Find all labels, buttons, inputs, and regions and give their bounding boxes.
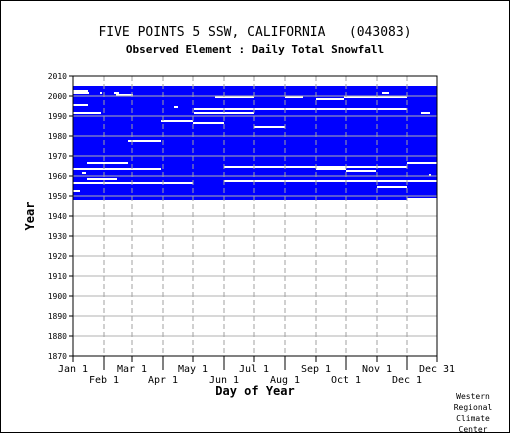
missing-data-segment: [316, 98, 344, 100]
x-tick-label: Oct 1: [331, 375, 361, 386]
y-tick-label: 1950: [48, 192, 67, 201]
missing-data-segment: [377, 186, 407, 188]
y-tick-label: 1870: [48, 352, 67, 361]
x-tick-label: Feb 1: [89, 375, 119, 386]
missing-data-segment: [128, 140, 161, 142]
missing-data-segment: [87, 162, 128, 164]
x-tick-label: Apr 1: [148, 375, 178, 386]
y-tick-label: 1900: [48, 292, 67, 301]
missing-data-segment: [346, 170, 376, 172]
credit-line: Climate: [456, 414, 490, 423]
missing-data-segment: [407, 162, 437, 164]
missing-data-segment: [429, 174, 431, 176]
credit-line: Western: [456, 392, 490, 401]
missing-data-segment: [421, 112, 430, 114]
x-tick-label: May 1: [178, 364, 208, 375]
y-tick-label: 1910: [48, 272, 67, 281]
y-tick-label: 2000: [48, 92, 67, 101]
y-tick-label: 1880: [48, 332, 67, 341]
missing-data-segment: [73, 104, 88, 106]
y-axis-label: Year: [23, 202, 37, 231]
missing-data-segment: [194, 108, 407, 110]
y-tick-label: 1920: [48, 252, 67, 261]
x-axis-ticks: Jan 1 Mar 1 May 1 Jul 1 Sep 1 Nov 1 Dec 31 Feb …: [58, 356, 455, 386]
x-tick-label: Jun 1: [209, 375, 239, 386]
missing-data-segment: [73, 190, 80, 192]
x-tick-label: Dec 1: [392, 375, 422, 386]
x-axis-label: Day of Year: [215, 384, 294, 398]
y-tick-label: 1930: [48, 232, 67, 241]
x-tick-label: Jul 1: [239, 364, 269, 375]
missing-data-segment: [285, 96, 303, 98]
missing-data-segment: [161, 120, 193, 122]
x-tick-label: Nov 1: [362, 364, 392, 375]
missing-data-segment: [73, 168, 161, 170]
missing-data-segment: [73, 112, 101, 114]
x-tick-label: Jan 1: [58, 364, 88, 375]
missing-data-segment: [87, 178, 117, 180]
missing-data-segment: [382, 92, 389, 94]
missing-data-segment: [73, 90, 88, 92]
missing-data-segment: [114, 92, 119, 94]
y-tick-label: 1970: [48, 152, 67, 161]
y-tick-label: 1980: [48, 132, 67, 141]
x-tick-label: Aug 1: [270, 375, 300, 386]
missing-data-segment: [215, 96, 254, 98]
x-tick-label: Sep 1: [301, 364, 331, 375]
missing-data-segment: [193, 122, 224, 124]
y-tick-label: 1990: [48, 112, 67, 121]
missing-data-segment: [73, 182, 193, 184]
missing-data-segment: [407, 198, 437, 200]
x-tick-label: Mar 1: [117, 364, 147, 375]
y-tick-label: 1960: [48, 172, 67, 181]
credit-line: Center: [458, 425, 488, 434]
y-axis-ticks: 1870 1880 1890 1900 1910 1920 1930 1940 1950 1960…: [48, 72, 73, 361]
missing-data-segment: [121, 94, 129, 96]
y-tick-label: 1940: [48, 212, 67, 221]
credit-line: Regional: [453, 403, 493, 412]
y-tick-label: 2010: [48, 72, 67, 81]
missing-data-segment: [344, 96, 407, 98]
grid-layer: [73, 76, 437, 356]
missing-data-segment: [224, 180, 437, 182]
y-tick-label: 1890: [48, 312, 67, 321]
missing-data-segment: [82, 172, 86, 174]
missing-data-segment: [316, 168, 346, 170]
x-tick-label: Dec 31: [419, 364, 455, 375]
missing-data-segment: [254, 126, 285, 128]
wrcc-credit: Western Regional Climate Center: [453, 391, 493, 435]
missing-data-segment: [100, 92, 102, 94]
chart-title: FIVE POINTS 5 SSW, CALIFORNIA (043083): [98, 25, 412, 40]
missing-data-segment: [73, 92, 89, 94]
missing-data-segment: [174, 106, 178, 108]
chart-subtitle: Observed Element : Daily Total Snowfall: [125, 43, 385, 56]
